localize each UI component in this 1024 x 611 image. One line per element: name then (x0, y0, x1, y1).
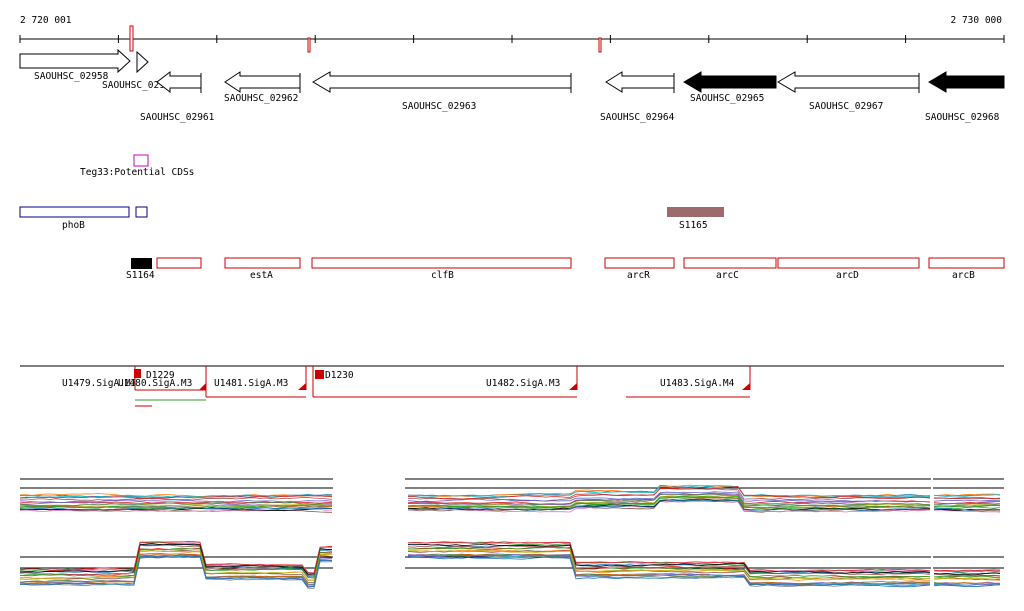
feature-phob[interactable] (19, 206, 130, 218)
gene-track: SAOUHSC_02958 SAOUHSC_02960 SAOUHSC_0296… (19, 48, 1005, 123)
tu-u1483-label: U1483.SigA.M4 (660, 378, 735, 389)
gene-saouhsc-02960[interactable]: SAOUHSC_02960 (102, 50, 177, 91)
feature-phob-label: phoB (62, 220, 85, 231)
feature-arcc-label: arcC (716, 270, 739, 281)
gene-label: SAOUHSC_02964 (600, 112, 675, 123)
operon-track: S1164 estA clfB arcR arcC arcD arcB (126, 257, 1005, 281)
coord-end-label: 2 730 000 (951, 15, 1003, 26)
expr-upper-profiles (19, 484, 1001, 513)
gene-saouhsc-02958[interactable]: SAOUHSC_02958 (19, 48, 131, 82)
feature-blue-small[interactable] (135, 206, 148, 218)
gene-saouhsc-02964[interactable]: SAOUHSC_02964 (600, 71, 675, 123)
expression-track-upper (19, 478, 1004, 513)
potential-cds-label: Teg33:Potential CDSs (80, 167, 194, 178)
feature-arcd-label: arcD (836, 270, 859, 281)
srna-track: S1165 (667, 207, 724, 231)
gene-saouhsc-02967[interactable]: SAOUHSC_02967 (777, 71, 920, 112)
tu-u1483[interactable]: U1483.SigA.M4 (626, 366, 751, 398)
tu-u1480-label: U1480.SigA.M3 (118, 378, 192, 389)
potential-cds-box[interactable] (133, 154, 149, 167)
gene-saouhsc-02961[interactable]: SAOUHSC_02961 (140, 70, 215, 123)
gene-label: SAOUHSC_02958 (34, 71, 109, 82)
potential-cds-track: Teg33:Potential CDSs (80, 154, 194, 178)
marker-d1229-label: D1229 (146, 370, 175, 381)
gene-label: SAOUHSC_02963 (402, 101, 476, 112)
feature-esta[interactable] (224, 257, 301, 269)
tu-u1479-label: U1479.SigA.M3 (62, 378, 136, 389)
expr-lower-profiles (19, 540, 1001, 589)
feature-red-box[interactable] (156, 257, 202, 269)
feature-esta-label: estA (250, 270, 273, 281)
tu-u1482-label: U1482.SigA.M3 (486, 378, 560, 389)
gene-label: SAOUHSC_02960 (102, 80, 177, 91)
tu-u1480[interactable]: D1229 U1480.SigA.M3 (118, 366, 206, 391)
feature-s1164-label: S1164 (126, 270, 155, 281)
blue-feature-track: phoB (19, 206, 148, 231)
feature-arcr-label: arcR (627, 270, 650, 281)
feature-clfb-label: clfB (431, 270, 454, 281)
feature-arcb-label: arcB (952, 270, 975, 281)
feature-arcc[interactable] (683, 257, 777, 269)
gene-label: SAOUHSC_02962 (224, 93, 298, 104)
gene-saouhsc-02963[interactable]: SAOUHSC_02963 (312, 71, 572, 112)
marker-d1230-label: D1230 (325, 370, 354, 381)
gene-saouhsc-02968[interactable]: SAOUHSC_02968 (925, 71, 1005, 123)
srna-s1165[interactable] (667, 207, 724, 217)
gene-label: SAOUHSC_02961 (140, 112, 215, 123)
tu-u1482[interactable]: D1230 U1482.SigA.M3 (312, 366, 578, 398)
gene-label: SAOUHSC_02965 (690, 93, 764, 104)
gene-label: SAOUHSC_02968 (925, 112, 1000, 123)
tu-u1481[interactable]: U1481.SigA.M3 (205, 366, 307, 398)
gene-label: SAOUHSC_02967 (809, 101, 883, 112)
coord-start-label: 2 720 001 (20, 15, 72, 26)
feature-arcr[interactable] (604, 257, 675, 269)
tu-u1481-label: U1481.SigA.M3 (214, 378, 288, 389)
gene-saouhsc-02965[interactable]: SAOUHSC_02965 (683, 71, 777, 104)
gene-saouhsc-02962[interactable]: SAOUHSC_02962 (224, 71, 301, 104)
feature-arcd[interactable] (777, 257, 920, 269)
feature-arcb[interactable] (928, 257, 1005, 269)
expression-track-lower (19, 540, 1004, 589)
feature-s1164[interactable] (131, 258, 152, 269)
coordinate-ruler (19, 35, 1005, 43)
ruler-markers (129, 25, 602, 53)
transcription-unit-track: U1479.SigA.M3 D1229 U1480.SigA.M3 U1481.… (20, 365, 1004, 407)
feature-clfb[interactable] (311, 257, 572, 269)
srna-s1165-label: S1165 (679, 220, 708, 231)
